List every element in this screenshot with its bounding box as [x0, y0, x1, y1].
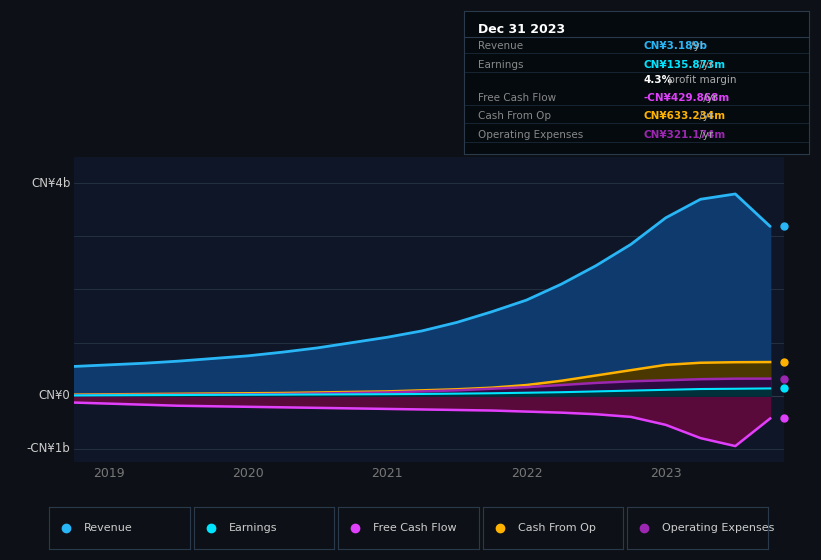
- Text: /yr: /yr: [687, 41, 704, 51]
- Text: /yr: /yr: [700, 92, 718, 102]
- Text: CN¥3.189b: CN¥3.189b: [643, 41, 707, 51]
- Text: Earnings: Earnings: [229, 523, 277, 533]
- Text: CN¥4b: CN¥4b: [31, 177, 71, 190]
- Text: Operating Expenses: Operating Expenses: [478, 130, 583, 140]
- Text: -CN¥1b: -CN¥1b: [26, 442, 71, 455]
- Text: Cash From Op: Cash From Op: [478, 111, 551, 121]
- Text: Revenue: Revenue: [478, 41, 523, 51]
- Text: /yr: /yr: [696, 60, 713, 70]
- Text: CN¥135.873m: CN¥135.873m: [643, 60, 725, 70]
- Text: /yr: /yr: [696, 111, 713, 121]
- Text: profit margin: profit margin: [664, 76, 736, 86]
- Text: CN¥0: CN¥0: [39, 389, 71, 402]
- Text: 4.3%: 4.3%: [643, 76, 672, 86]
- Text: /yr: /yr: [696, 130, 713, 140]
- Text: Cash From Op: Cash From Op: [518, 523, 596, 533]
- Text: Earnings: Earnings: [478, 60, 523, 70]
- Text: Free Cash Flow: Free Cash Flow: [374, 523, 457, 533]
- Text: Free Cash Flow: Free Cash Flow: [478, 92, 556, 102]
- Text: Dec 31 2023: Dec 31 2023: [478, 22, 565, 36]
- Text: CN¥321.174m: CN¥321.174m: [643, 130, 726, 140]
- Text: Operating Expenses: Operating Expenses: [663, 523, 775, 533]
- Text: Revenue: Revenue: [85, 523, 133, 533]
- Text: -CN¥429.868m: -CN¥429.868m: [643, 92, 729, 102]
- Text: CN¥633.234m: CN¥633.234m: [643, 111, 725, 121]
